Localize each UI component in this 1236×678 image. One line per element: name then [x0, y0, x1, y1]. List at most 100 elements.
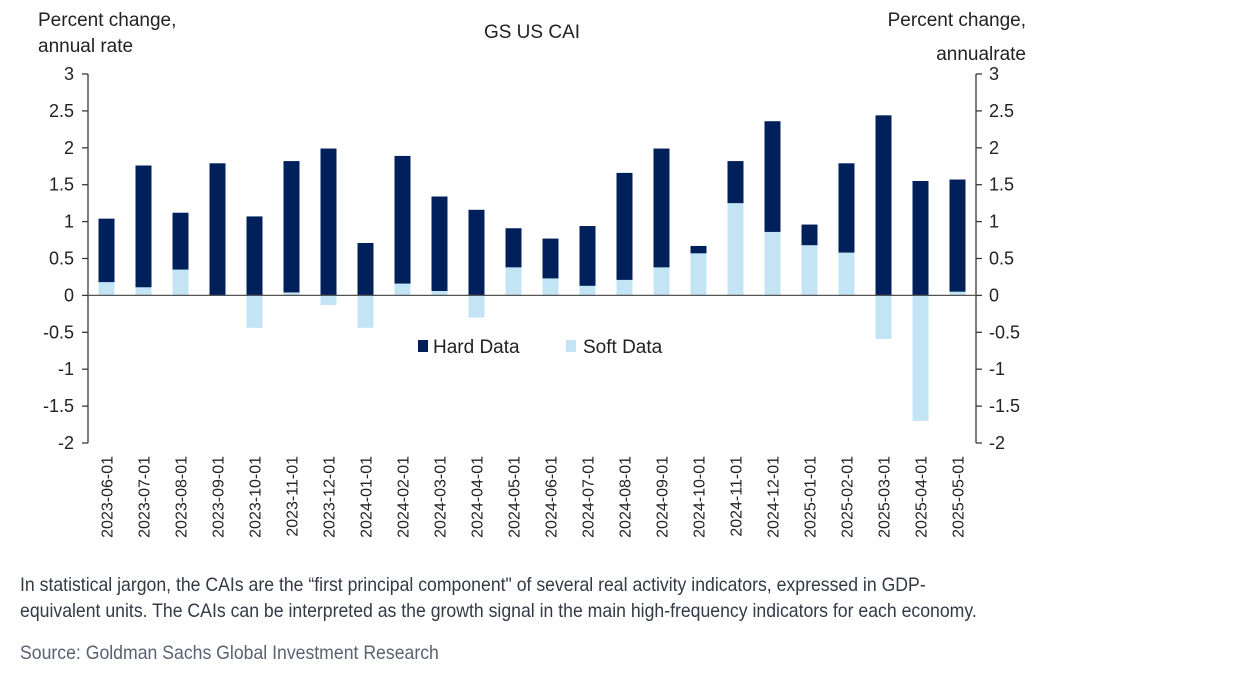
x-tick-label: 2024-08-01 — [618, 456, 635, 538]
x-tick-label: 2024-03-01 — [433, 456, 450, 538]
bar-soft-data — [431, 290, 448, 296]
bar-hard-data — [98, 218, 115, 283]
footnote-line-1: In statistical jargon, the CAIs are the … — [20, 574, 926, 596]
legend-swatch-hard-data — [418, 340, 428, 352]
bar-soft-data — [801, 245, 818, 296]
bar-hard-data — [357, 243, 374, 296]
x-tick-label: 2023-06-01 — [100, 456, 117, 538]
bar-hard-data — [431, 196, 448, 291]
bar-hard-data — [246, 216, 263, 296]
left-y-tick-label: -0.5 — [43, 322, 74, 342]
bar-hard-data — [838, 163, 855, 253]
source-note: Source: Goldman Sachs Global Investment … — [20, 642, 439, 664]
x-tick-label: 2024-04-01 — [470, 456, 487, 538]
x-tick-label: 2025-01-01 — [803, 456, 820, 538]
bar-soft-data — [616, 279, 633, 296]
legend-label-soft-data: Soft Data — [583, 337, 663, 358]
bar-hard-data — [764, 121, 781, 232]
left-y-tick-label: -2 — [58, 433, 74, 453]
bar-hard-data — [468, 209, 485, 296]
right-y-tick-label: 2.5 — [989, 101, 1014, 121]
bar-hard-data — [135, 165, 152, 288]
bar-hard-data — [949, 179, 966, 292]
legend-swatch-soft-data — [566, 340, 576, 352]
bar-hard-data — [320, 148, 337, 296]
bar-soft-data — [505, 267, 522, 296]
bar-hard-data — [690, 245, 707, 254]
left-axis-unit-line2: annual rate — [38, 36, 133, 57]
left-y-tick-label: 2 — [64, 138, 74, 158]
x-tick-label: 2023-09-01 — [211, 456, 228, 538]
left-y-tick-label: 1 — [64, 212, 74, 232]
right-y-tick-label: -1.5 — [989, 396, 1020, 416]
bar-soft-data — [172, 269, 189, 296]
legend: Hard Data Soft Data — [418, 337, 663, 358]
bar-soft-data — [357, 295, 374, 328]
bar-hard-data — [283, 161, 300, 293]
x-tick-label: 2024-12-01 — [766, 456, 783, 538]
x-tick-label: 2024-01-01 — [359, 456, 376, 538]
bar-soft-data — [949, 291, 966, 296]
footnote-line-2: equivalent units. The CAIs can be interp… — [20, 600, 977, 622]
bar-hard-data — [875, 115, 892, 296]
bar-soft-data — [579, 285, 596, 296]
left-y-tick-label: 0.5 — [49, 249, 74, 269]
bar-soft-data — [653, 267, 670, 296]
bar-hard-data — [209, 163, 226, 296]
chart: Percent change, annual rate Percent chan… — [38, 10, 1026, 538]
bar-soft-data — [764, 231, 781, 296]
x-tick-labels: 2023-06-01 2023-07-01 2023-08-01 2023-09-01… — [100, 456, 968, 538]
bars-group — [98, 115, 966, 421]
bar-soft-data — [542, 278, 559, 296]
bar-soft-data — [468, 295, 485, 318]
right-y-tick-label: 0.5 — [989, 249, 1014, 269]
x-tick-label: 2023-10-01 — [248, 456, 265, 538]
bar-hard-data — [394, 155, 411, 284]
left-y-tick-label: 0 — [64, 285, 74, 305]
bar-soft-data — [912, 295, 929, 421]
x-tick-label: 2025-04-01 — [914, 456, 931, 538]
bar-soft-data — [135, 287, 152, 296]
legend-label-hard-data: Hard Data — [433, 337, 520, 358]
right-y-tick-label: -2 — [989, 433, 1005, 453]
right-y-tick-label: 3 — [989, 64, 999, 84]
left-y-tick-label: 1.5 — [49, 175, 74, 195]
bar-hard-data — [579, 226, 596, 286]
left-axis-unit-line1: Percent change, — [38, 10, 176, 31]
x-tick-label: 2024-11-01 — [729, 456, 746, 537]
right-y-tick-label: -0.5 — [989, 322, 1020, 342]
x-tick-label: 2023-11-01 — [285, 456, 302, 537]
bar-hard-data — [172, 212, 189, 270]
bar-hard-data — [542, 238, 559, 279]
left-y-tick-label: 3 — [64, 64, 74, 84]
x-tick-label: 2025-05-01 — [951, 456, 968, 538]
x-tick-label: 2025-02-01 — [840, 456, 857, 538]
right-y-tick-label: 1 — [989, 212, 999, 232]
bar-hard-data — [505, 228, 522, 268]
axes-group: 3 3 2.5 2.5 2 2 1.5 1.5 1 1 0.5 0.5 0 0 -0.5 -0.5 -1 -1 -1… — [43, 64, 1020, 453]
bar-hard-data — [727, 161, 744, 204]
x-tick-label: 2023-08-01 — [174, 456, 191, 538]
x-tick-label: 2024-10-01 — [692, 456, 709, 538]
right-y-tick-label: 0 — [989, 285, 999, 305]
bar-soft-data — [875, 295, 892, 339]
chart-title: GS US CAI — [484, 22, 580, 43]
bar-soft-data — [98, 282, 115, 296]
bar-soft-data — [246, 295, 263, 328]
right-axis-unit-line1: Percent change, — [888, 10, 1026, 31]
bar-soft-data — [690, 253, 707, 296]
left-y-tick-label: 2.5 — [49, 101, 74, 121]
bar-soft-data — [283, 292, 300, 296]
bar-soft-data — [394, 283, 411, 296]
bar-hard-data — [801, 224, 818, 246]
bar-hard-data — [912, 181, 929, 296]
left-y-tick-label: -1 — [58, 359, 74, 379]
right-y-tick-label: 2 — [989, 138, 999, 158]
x-tick-label: 2024-09-01 — [655, 456, 672, 538]
bar-soft-data — [727, 203, 744, 296]
bar-hard-data — [653, 148, 670, 268]
bar-soft-data — [838, 252, 855, 296]
right-y-tick-label: 1.5 — [989, 175, 1014, 195]
right-axis-unit-line2: annualrate — [936, 44, 1026, 65]
x-tick-label: 2024-02-01 — [396, 456, 413, 538]
